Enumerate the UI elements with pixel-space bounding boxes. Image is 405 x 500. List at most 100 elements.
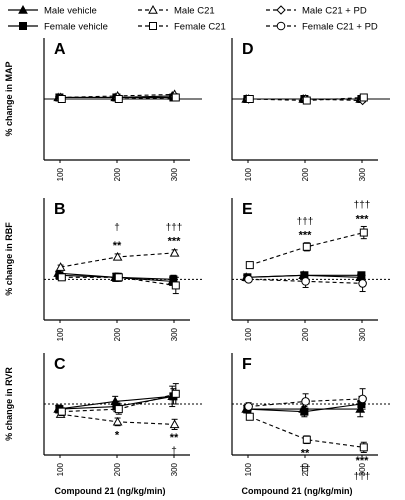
data-point: [171, 389, 180, 398]
series-line: [249, 416, 364, 448]
significance-annotation: ***: [168, 236, 182, 248]
x-tick-label: 200: [301, 327, 310, 341]
legend-marker-square: [149, 22, 157, 30]
data-point: [169, 247, 180, 257]
legend-label: Female C21: [174, 22, 226, 33]
data-point: [244, 275, 253, 284]
x-tick-label: 300: [358, 462, 367, 476]
significance-annotation: †††: [166, 222, 183, 233]
x-tick-label: 100: [56, 327, 65, 341]
legend-label: Female vehicle: [44, 22, 108, 33]
significance-annotation: **: [301, 447, 310, 459]
x-axis-label-right: Compound 21 (ng/kg/min): [242, 486, 353, 496]
x-tick-label: 300: [170, 462, 179, 476]
x-tick-label: 100: [244, 167, 253, 181]
legend: Male vehicle Female vehicle Male C21 Female…: [8, 4, 378, 33]
legend-marker-circle: [276, 21, 286, 31]
legend-item-mv: Male vehicle: [8, 4, 97, 17]
significance-annotation: *: [115, 430, 120, 442]
significance-annotation: ***: [356, 455, 370, 467]
x-tick-label: 100: [244, 327, 253, 341]
data-point: [57, 273, 66, 282]
x-axis-label-left: Compound 21 (ng/kg/min): [55, 486, 166, 496]
data-point: [359, 443, 368, 452]
panel-letter: A: [54, 41, 66, 58]
x-tick-label: 200: [113, 327, 122, 341]
legend-marker-triangle: [18, 4, 28, 14]
significance-annotation: †: [171, 446, 177, 457]
data-point: [302, 435, 311, 444]
data-point: [114, 95, 123, 103]
legend-marker-triangle: [148, 4, 158, 14]
significance-annotation: **: [170, 432, 179, 444]
series-fc: [245, 412, 368, 453]
x-tick-label: 100: [56, 462, 65, 476]
x-tick-label: 300: [358, 327, 367, 341]
series-fc: [245, 225, 368, 270]
panel-d: 100 200 300 D: [231, 38, 390, 181]
series-fc: [57, 93, 180, 103]
data-point: [244, 402, 253, 411]
legend-item-fc: Female C21: [138, 22, 226, 33]
legend-item-mpd: Male C21 + PD: [266, 5, 367, 17]
data-point: [301, 397, 310, 406]
data-point: [114, 405, 123, 414]
data-point: [245, 95, 254, 103]
significance-annotation: †††: [354, 471, 371, 482]
x-tick-label: 200: [301, 462, 310, 476]
panel-letter: C: [54, 356, 66, 373]
data-point: [245, 261, 254, 270]
data-point: [112, 251, 123, 261]
data-point: [302, 242, 311, 251]
legend-item-fv: Female vehicle: [8, 22, 108, 33]
y-axis-label: % change in MAP: [4, 61, 14, 136]
series-fc: [245, 93, 368, 105]
data-point: [57, 95, 66, 103]
panel-b: 100 200 300 B % change in RBF ** † *** †††: [4, 198, 202, 341]
x-tick-label: 200: [113, 167, 122, 181]
x-tick-label: 200: [301, 167, 310, 181]
data-point: [302, 96, 311, 105]
data-point: [114, 273, 123, 282]
significance-annotation: †††: [297, 216, 314, 227]
panel-letter: F: [242, 356, 252, 373]
data-point: [359, 93, 368, 102]
panel-f: 100 200 300 F ** †† *** †††: [231, 353, 390, 482]
series-mc: [55, 247, 180, 271]
data-point: [171, 281, 180, 290]
data-point: [358, 279, 367, 288]
series-fpd: [244, 274, 367, 293]
significance-annotation: ††: [299, 464, 310, 475]
legend-marker-square: [19, 22, 27, 30]
panel-letter: B: [54, 201, 66, 218]
significance-annotation: ***: [356, 213, 370, 225]
y-axis-label: % change in RVR: [4, 367, 14, 441]
data-point: [57, 407, 66, 416]
significance-annotation: ***: [299, 230, 313, 242]
x-tick-label: 300: [170, 167, 179, 181]
y-axis-label: % change in RBF: [4, 222, 14, 296]
significance-annotation: †††: [354, 200, 371, 211]
x-tick-label: 200: [113, 462, 122, 476]
significance-annotation: **: [113, 240, 122, 252]
data-point: [171, 93, 180, 102]
data-point: [359, 228, 368, 237]
panel-letter: E: [242, 201, 253, 218]
legend-label: Female C21 + PD: [302, 22, 378, 33]
significance-annotation: †: [114, 222, 120, 233]
panels: 100 200 300 A % change in MAP 100 200 300 B % cha…: [4, 38, 390, 482]
panel-letter: D: [242, 41, 254, 58]
legend-label: Male C21 + PD: [302, 6, 367, 17]
x-tick-label: 300: [358, 167, 367, 181]
legend-marker-diamond: [276, 5, 286, 15]
panel-e: 100 200 300 E *** ††† *** †††: [231, 198, 390, 341]
data-point: [55, 262, 66, 271]
data-point: [301, 277, 310, 286]
data-point: [300, 407, 309, 416]
series-fpd: [244, 388, 367, 411]
x-tick-label: 300: [170, 327, 179, 341]
legend-item-fpd: Female C21 + PD: [266, 22, 378, 33]
panel-a: 100 200 300 A % change in MAP: [4, 38, 202, 181]
